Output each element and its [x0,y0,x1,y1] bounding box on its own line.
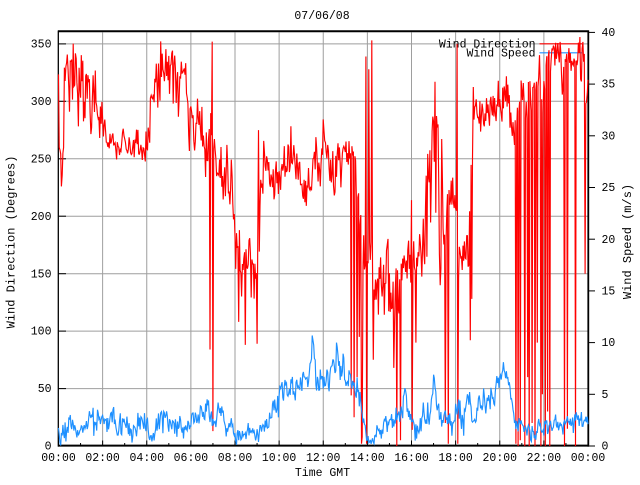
svg-text:00:00: 00:00 [41,452,76,465]
svg-text:35: 35 [602,79,616,92]
svg-text:10:00: 10:00 [262,452,297,465]
svg-text:14:00: 14:00 [350,452,385,465]
svg-text:08:00: 08:00 [218,452,253,465]
svg-text:00:00: 00:00 [571,452,606,465]
svg-text:07/06/08: 07/06/08 [294,10,349,23]
svg-text:250: 250 [31,153,52,166]
svg-text:06:00: 06:00 [174,452,209,465]
svg-text:Wind Direction: Wind Direction [439,39,536,52]
svg-text:16:00: 16:00 [394,452,429,465]
svg-text:5: 5 [602,389,609,402]
svg-text:Wind Speed (m/s): Wind Speed (m/s) [621,184,635,299]
svg-text:15: 15 [602,286,616,299]
svg-text:50: 50 [38,383,52,396]
svg-text:Wind Direction (Degrees): Wind Direction (Degrees) [5,156,19,329]
svg-text:02:00: 02:00 [85,452,120,465]
svg-text:Wind Speed: Wind Speed [466,48,535,61]
svg-text:350: 350 [31,39,52,52]
svg-text:0: 0 [45,441,52,454]
svg-text:30: 30 [602,130,616,143]
svg-text:0: 0 [602,441,609,454]
svg-text:12:00: 12:00 [306,452,341,465]
svg-text:18:00: 18:00 [438,452,473,465]
svg-text:22:00: 22:00 [527,452,562,465]
svg-text:40: 40 [602,27,616,40]
svg-text:25: 25 [602,182,616,195]
svg-text:10: 10 [602,337,616,350]
svg-text:150: 150 [31,268,52,281]
svg-text:20:00: 20:00 [483,452,518,465]
svg-text:100: 100 [31,326,52,339]
svg-text:04:00: 04:00 [130,452,165,465]
svg-text:Time GMT: Time GMT [295,467,350,480]
svg-text:20: 20 [602,234,616,247]
svg-text:200: 200 [31,211,52,224]
svg-text:300: 300 [31,96,52,109]
